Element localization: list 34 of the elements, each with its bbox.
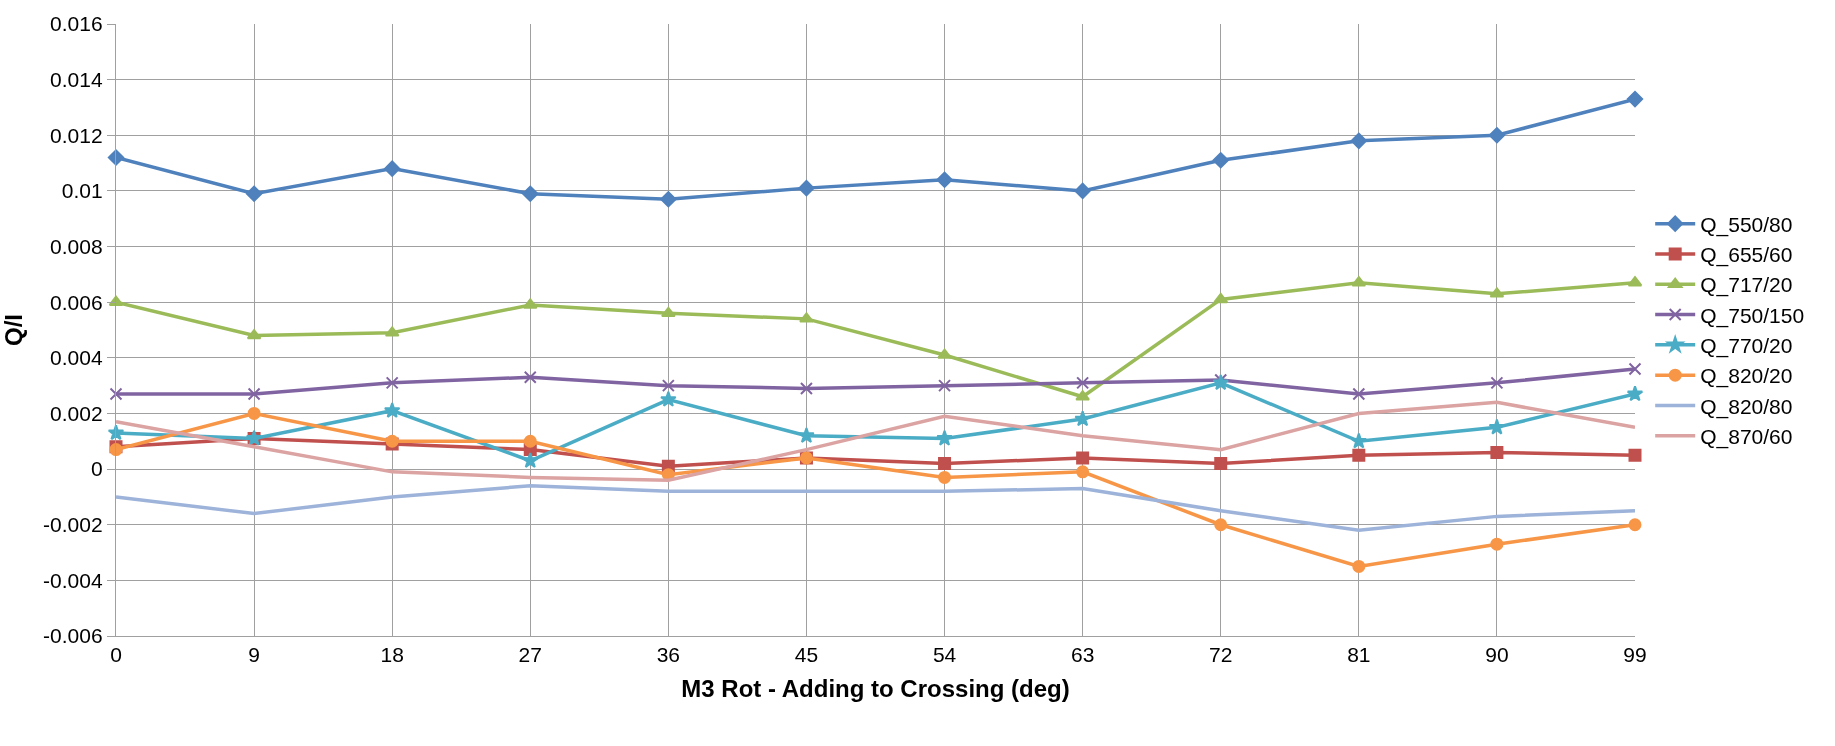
y-tick-label: 0.014 <box>50 67 103 91</box>
y-tick-label: -0.004 <box>43 568 103 592</box>
x-tick-label: 81 <box>1347 643 1371 667</box>
x-tick-label: 54 <box>932 643 957 667</box>
x-tick-label: 0 <box>110 643 122 667</box>
x-tick-label: 63 <box>1070 643 1095 667</box>
x-tick-label: 72 <box>1209 643 1233 667</box>
y-tick-label: 0.008 <box>50 234 103 258</box>
y-tick-label: -0.002 <box>43 513 103 537</box>
x-tick-label: 9 <box>248 643 260 667</box>
legend-label: Q_750/150 <box>1700 303 1805 328</box>
y-tick-label: 0.006 <box>50 290 103 314</box>
y-tick-label: 0.016 <box>50 12 103 36</box>
y-tick-label: 0 <box>90 457 103 481</box>
legend-label: Q_550/80 <box>1700 212 1793 237</box>
legend-label: Q_770/20 <box>1700 334 1793 359</box>
x-tick-label: 90 <box>1485 643 1509 667</box>
y-tick-label: -0.006 <box>43 624 103 648</box>
legend-label: Q_717/20 <box>1700 273 1793 298</box>
legend-label: Q_820/80 <box>1700 394 1793 419</box>
y-tick-label: 0.002 <box>50 401 103 425</box>
y-tick-label: 0.012 <box>50 123 103 147</box>
legend-label: Q_655/60 <box>1700 243 1793 268</box>
legend-label: Q_820/20 <box>1700 364 1793 389</box>
x-tick-label: 99 <box>1623 643 1647 667</box>
x-tick-label: 18 <box>380 643 404 667</box>
y-tick-label: 0.004 <box>50 346 103 370</box>
x-tick-label: 27 <box>518 643 542 667</box>
y-axis-title: Q/I <box>0 313 27 347</box>
y-tick-label: 0.01 <box>61 179 103 203</box>
legend-label: Q_870/60 <box>1700 424 1793 449</box>
x-tick-label: 45 <box>794 643 819 667</box>
x-tick-label: 36 <box>656 643 681 667</box>
x-axis-title: M3 Rot - Adding to Crossing (deg) <box>681 674 1070 702</box>
